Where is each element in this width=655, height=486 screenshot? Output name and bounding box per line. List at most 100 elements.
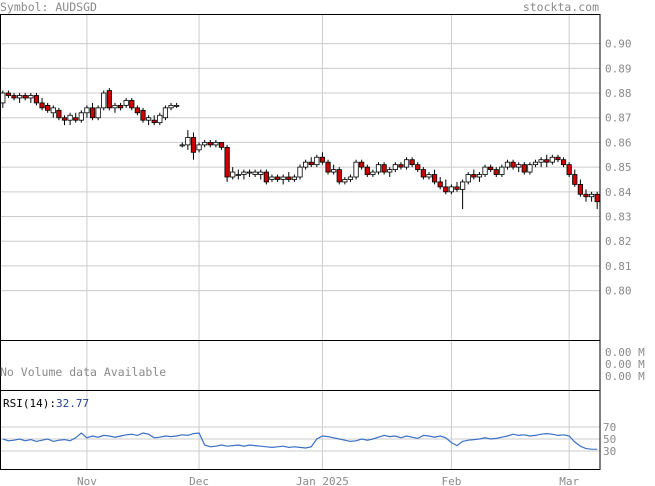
candle-body: [431, 174, 438, 183]
candle-body: [11, 95, 17, 99]
candle-body: [89, 107, 96, 119]
rsi-label-text: RSI(14):: [3, 397, 56, 410]
candle-body: [213, 142, 219, 146]
candle-body: [22, 95, 28, 99]
candle-body: [134, 107, 140, 114]
candle-body: [488, 166, 494, 170]
price-tick-label: 0.84: [605, 186, 632, 199]
candle-body: [73, 117, 79, 121]
candle-body: [420, 169, 426, 178]
candle-body: [504, 161, 511, 168]
candle-body: [415, 164, 421, 170]
candle-body: [84, 107, 90, 114]
candle-body: [190, 137, 197, 153]
candle-body: [50, 107, 56, 114]
candle-body: [347, 176, 354, 180]
candle-body: [381, 164, 387, 173]
x-tick-label: Jan 2025: [296, 475, 349, 486]
candle-body: [594, 193, 600, 203]
candle-body: [471, 174, 477, 178]
candle-body: [437, 181, 443, 188]
x-tick-label: Nov: [77, 475, 97, 486]
candle-body: [476, 174, 483, 178]
candle-body: [286, 176, 292, 180]
candle-body: [572, 174, 578, 185]
candle-body: [521, 164, 527, 173]
candle-body: [157, 114, 163, 124]
candle-body: [359, 161, 365, 168]
rsi-label: RSI(14):32.77: [3, 397, 89, 410]
site-label: stockta.com: [522, 0, 599, 14]
candle-body: [549, 156, 555, 163]
candle-body: [123, 100, 129, 106]
candle-body: [224, 146, 230, 178]
rsi-panel-frame: [0, 390, 601, 470]
candle-body: [112, 104, 118, 109]
candle-body: [409, 159, 415, 166]
candle-body: [454, 186, 460, 190]
candle-body: [566, 164, 572, 175]
candle-body: [583, 193, 589, 198]
candle-body: [151, 119, 157, 124]
candle-body: [252, 171, 258, 175]
candle-body: [56, 109, 62, 119]
candle-body: [162, 107, 169, 119]
candle-body: [510, 161, 516, 168]
candle-body: [140, 109, 146, 121]
volume-tick-label: 0.00 M: [605, 358, 645, 371]
candle-body: [202, 142, 208, 146]
candle-body: [460, 181, 466, 190]
price-tick-label: 0.81: [605, 260, 632, 273]
candle-body: [560, 159, 567, 166]
candle-body: [45, 104, 51, 111]
candle-body: [39, 102, 45, 109]
price-tick-label: 0.80: [605, 285, 632, 298]
candle-body: [61, 117, 68, 121]
candle-body: [145, 117, 152, 121]
candle-body: [185, 137, 191, 146]
candle-body: [555, 156, 561, 161]
candle-body: [218, 142, 225, 148]
x-tick-label: Mar: [559, 475, 579, 486]
candle-body: [426, 174, 432, 178]
candle-body: [246, 171, 253, 174]
candle-body: [375, 164, 382, 173]
candle-body: [297, 166, 303, 178]
candle-body: [106, 90, 112, 109]
price-tick-label: 0.87: [605, 112, 632, 125]
candle-body: [117, 104, 124, 109]
candle-body: [207, 142, 213, 146]
candle-body: [392, 164, 398, 170]
candle-body: [482, 166, 488, 175]
candle-body: [370, 171, 376, 175]
volume-tick-label: 0.00 M: [605, 346, 645, 359]
candle-body: [33, 95, 40, 104]
candle-body: [5, 92, 12, 96]
candle-body: [319, 156, 326, 163]
candle-body: [465, 174, 471, 183]
x-tick-label: Feb: [441, 475, 461, 486]
candle-body: [235, 174, 241, 176]
candle-body: [67, 114, 73, 121]
candle-body: [532, 161, 539, 166]
candle-body: [129, 100, 135, 109]
no-volume-message: No Volume data Available: [0, 365, 167, 379]
rsi-tick-label: 70: [603, 421, 616, 434]
candle-body: [101, 92, 107, 109]
price-tick-label: 0.89: [605, 62, 632, 75]
candle-body: [353, 161, 359, 178]
price-tick-label: 0.82: [605, 235, 632, 248]
candle-body: [443, 186, 449, 193]
candle-body: [544, 159, 550, 163]
price-tick-label: 0.85: [605, 161, 632, 174]
candle-body: [364, 166, 370, 175]
candle-body: [527, 164, 533, 173]
candle-body: [168, 104, 174, 109]
candle-body: [17, 95, 23, 99]
candle-body: [274, 176, 281, 180]
candle-body: [291, 176, 297, 180]
candle-body: [0, 92, 6, 104]
candle-body: [174, 104, 180, 107]
candle-body: [493, 169, 499, 175]
